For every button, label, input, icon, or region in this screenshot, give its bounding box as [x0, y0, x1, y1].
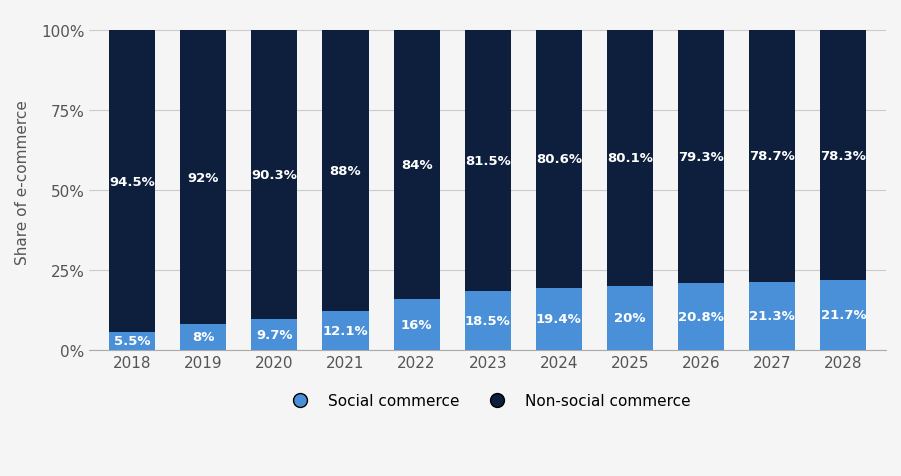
Bar [109, 332, 155, 350]
Text: 94.5%: 94.5% [109, 175, 155, 188]
Bar [109, 31, 155, 332]
Text: 88%: 88% [330, 165, 361, 178]
Bar [820, 281, 867, 350]
Bar [180, 31, 226, 325]
Bar [820, 31, 867, 281]
Text: 16%: 16% [401, 318, 432, 331]
Bar [465, 291, 511, 350]
Text: 18.5%: 18.5% [465, 314, 511, 327]
Y-axis label: Share of e-commerce: Share of e-commerce [15, 100, 30, 265]
Text: 21.3%: 21.3% [750, 309, 795, 322]
Bar [323, 311, 369, 350]
Bar [394, 31, 440, 299]
Bar [251, 319, 297, 350]
Bar [749, 31, 796, 282]
Text: 80.1%: 80.1% [607, 152, 653, 165]
Bar [323, 30, 369, 311]
Bar [607, 286, 653, 350]
Text: 21.7%: 21.7% [821, 309, 866, 322]
Bar [678, 284, 724, 350]
Text: 78.3%: 78.3% [821, 149, 866, 162]
Bar [536, 31, 582, 288]
Legend: Social commerce, Non-social commerce: Social commerce, Non-social commerce [278, 386, 698, 416]
Text: 20%: 20% [614, 312, 646, 325]
Bar [394, 299, 440, 350]
Bar [607, 30, 653, 286]
Bar [678, 30, 724, 284]
Text: 78.7%: 78.7% [750, 150, 795, 163]
Text: 92%: 92% [187, 171, 219, 184]
Text: 19.4%: 19.4% [536, 313, 582, 326]
Text: 9.7%: 9.7% [256, 328, 293, 341]
Bar [180, 325, 226, 350]
Text: 81.5%: 81.5% [465, 154, 511, 168]
Text: 90.3%: 90.3% [251, 169, 297, 181]
Bar [465, 31, 511, 291]
Bar [251, 31, 297, 319]
Text: 79.3%: 79.3% [678, 150, 724, 164]
Bar [749, 282, 796, 350]
Text: 84%: 84% [401, 159, 432, 171]
Text: 5.5%: 5.5% [114, 335, 150, 347]
Bar [536, 288, 582, 350]
Text: 80.6%: 80.6% [536, 153, 582, 166]
Text: 20.8%: 20.8% [678, 310, 724, 323]
Text: 8%: 8% [192, 331, 214, 344]
Text: 12.1%: 12.1% [323, 324, 369, 337]
